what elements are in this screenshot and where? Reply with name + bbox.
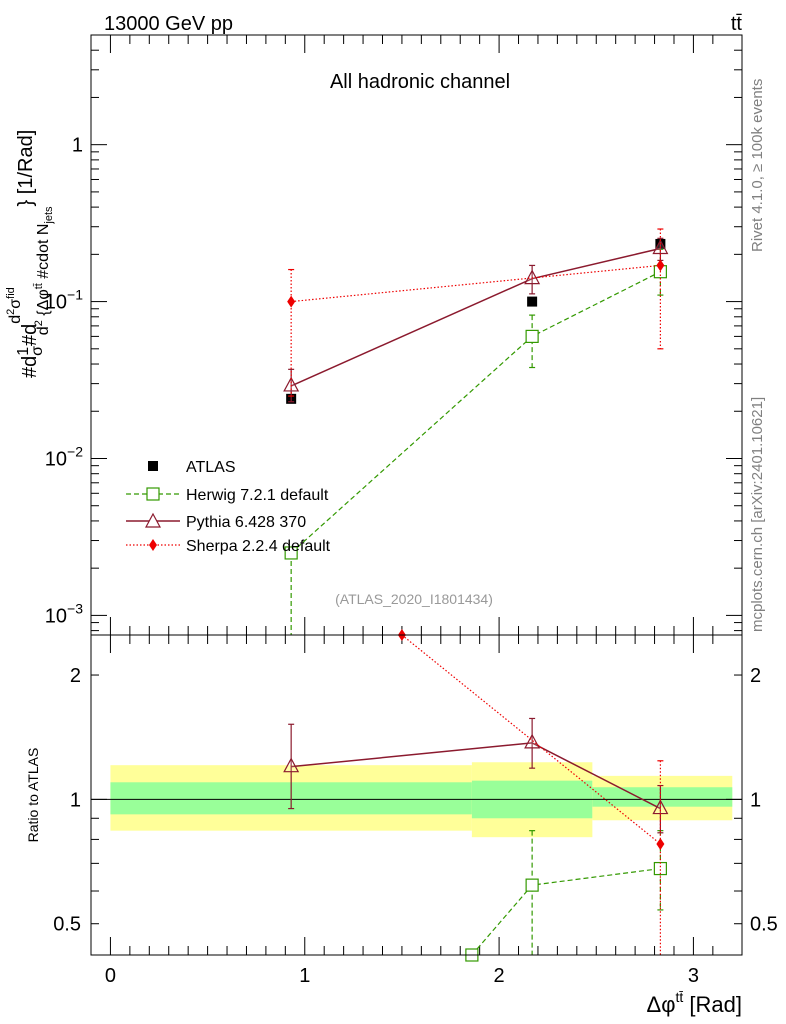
ylabel-part: d <box>35 326 52 335</box>
svg-text:#d1σ#dd2σfidd2 {Δφtt̄ #cdot Nj: #d1σ#dd2σfidd2 {Δφtt̄ #cdot Njets} [1/Ra… <box>5 130 55 378</box>
y-tick-label: 1 <box>70 789 81 811</box>
y-tick-label-right: 1 <box>750 789 761 811</box>
x-tick-label: 2 <box>494 965 505 987</box>
legend-marker-herwig <box>146 487 160 501</box>
ylabel-part: σ <box>7 299 24 309</box>
legend-marker-sherpa <box>149 539 157 551</box>
legend: ATLAS Herwig 7.2.1 default Pythia 6.428 … <box>126 459 331 555</box>
y-tick-label: 10−3 <box>45 600 83 627</box>
y-tick-label: 10−1 <box>45 287 83 314</box>
x-tick-label: 3 <box>688 965 699 987</box>
rivet-version-label: Rivet 4.1.0, ≥ 100k events <box>749 79 766 252</box>
series-line-herwig <box>290 271 661 554</box>
y-tick-label: 1 <box>72 135 83 157</box>
analysis-watermark: (ATLAS_2020_I1801434) <box>335 591 493 607</box>
ylabel-part: #d <box>19 356 41 378</box>
process-label: tt̄ <box>731 13 743 35</box>
legend-label-atlas: ATLAS <box>186 459 236 476</box>
data-point-sherpa <box>656 837 665 850</box>
legend-marker-pythia <box>144 512 162 528</box>
ylabel-part: 2 <box>33 320 45 326</box>
x-axis-label: Δφtt̄ [Rad] <box>647 989 742 1017</box>
xlabel-main: Δφ <box>647 992 676 1017</box>
data-point-sherpa <box>656 259 665 272</box>
ylabel-part: } [1/Rad] <box>15 130 37 207</box>
y-tick-label-base: 10 <box>45 605 67 627</box>
series-line-herwig <box>471 867 661 956</box>
y-tick-label-base: 10 <box>45 292 67 314</box>
y-tick-label-right: 2 <box>750 665 761 687</box>
x-tick-label: 1 <box>299 965 310 987</box>
data-point-herwig <box>525 329 539 343</box>
y-tick-label: 10−2 <box>45 443 83 470</box>
ylabel-part: jets <box>43 206 55 225</box>
ylabel-part: tt̄ <box>33 283 45 289</box>
ratio-panel: 0.5 0.5 1 1 2 2 0 1 2 3 <box>53 629 778 987</box>
ratio-ylabel: Ratio to ATLAS <box>25 748 41 843</box>
y-tick-label-base: 10 <box>45 448 67 470</box>
data-point-data <box>527 296 538 307</box>
y-tick-label-right: 0.5 <box>750 914 778 936</box>
ylabel-part: 1 <box>15 347 32 356</box>
series-line-pythia <box>290 247 661 387</box>
main-title: All hadronic channel <box>330 71 510 93</box>
energy-label: 13000 GeV pp <box>104 13 233 35</box>
main-ylabel: #d1σ#dd2σfidd2 {Δφtt̄ #cdot Njets} [1/Ra… <box>5 130 55 378</box>
data-point-herwig <box>525 878 539 892</box>
data-point-herwig <box>284 546 298 560</box>
series-line-sherpa <box>401 634 661 845</box>
data-point-pythia <box>283 757 300 773</box>
mcplots-label: mcplots.cern.ch [arXiv:2401.10621] <box>749 397 766 632</box>
data-point-herwig <box>653 861 667 876</box>
ylabel-part: #cdot N <box>35 224 52 284</box>
y-tick-label-exp: −3 <box>67 600 83 616</box>
main-panel: All hadronic channel (ATLAS_2020_I180143… <box>45 34 743 636</box>
y-tick-label-base: 1 <box>72 135 83 157</box>
y-tick-label-exp: −1 <box>67 287 83 303</box>
data-point-pythia <box>283 376 300 392</box>
ylabel-part: fid <box>5 287 17 299</box>
ylabel-part: {Δφ <box>35 289 52 320</box>
data-point-sherpa <box>287 295 296 308</box>
series-line-sherpa <box>291 264 661 303</box>
data-point-pythia <box>524 733 541 749</box>
y-tick-label: 2 <box>70 665 81 687</box>
ylabel-part: #d <box>19 324 41 346</box>
y-tick-label: 0.5 <box>53 914 81 936</box>
legend-label-sherpa: Sherpa 2.2.4 default <box>186 538 331 555</box>
x-tick-label: 0 <box>105 965 116 987</box>
legend-label-herwig: Herwig 7.2.1 default <box>186 487 329 504</box>
ratio-frame <box>90 634 743 956</box>
legend-label-pythia: Pythia 6.428 370 <box>186 514 306 531</box>
xlabel-unit: [Rad] <box>683 992 742 1017</box>
ylabel-part: d <box>7 315 24 324</box>
ylabel-part: σ <box>29 346 46 356</box>
ylabel-part: 2 <box>5 309 17 315</box>
y-tick-label-exp: −2 <box>67 443 83 459</box>
xlabel-sup: tt̄ <box>676 989 684 1005</box>
legend-marker-atlas <box>148 461 158 471</box>
